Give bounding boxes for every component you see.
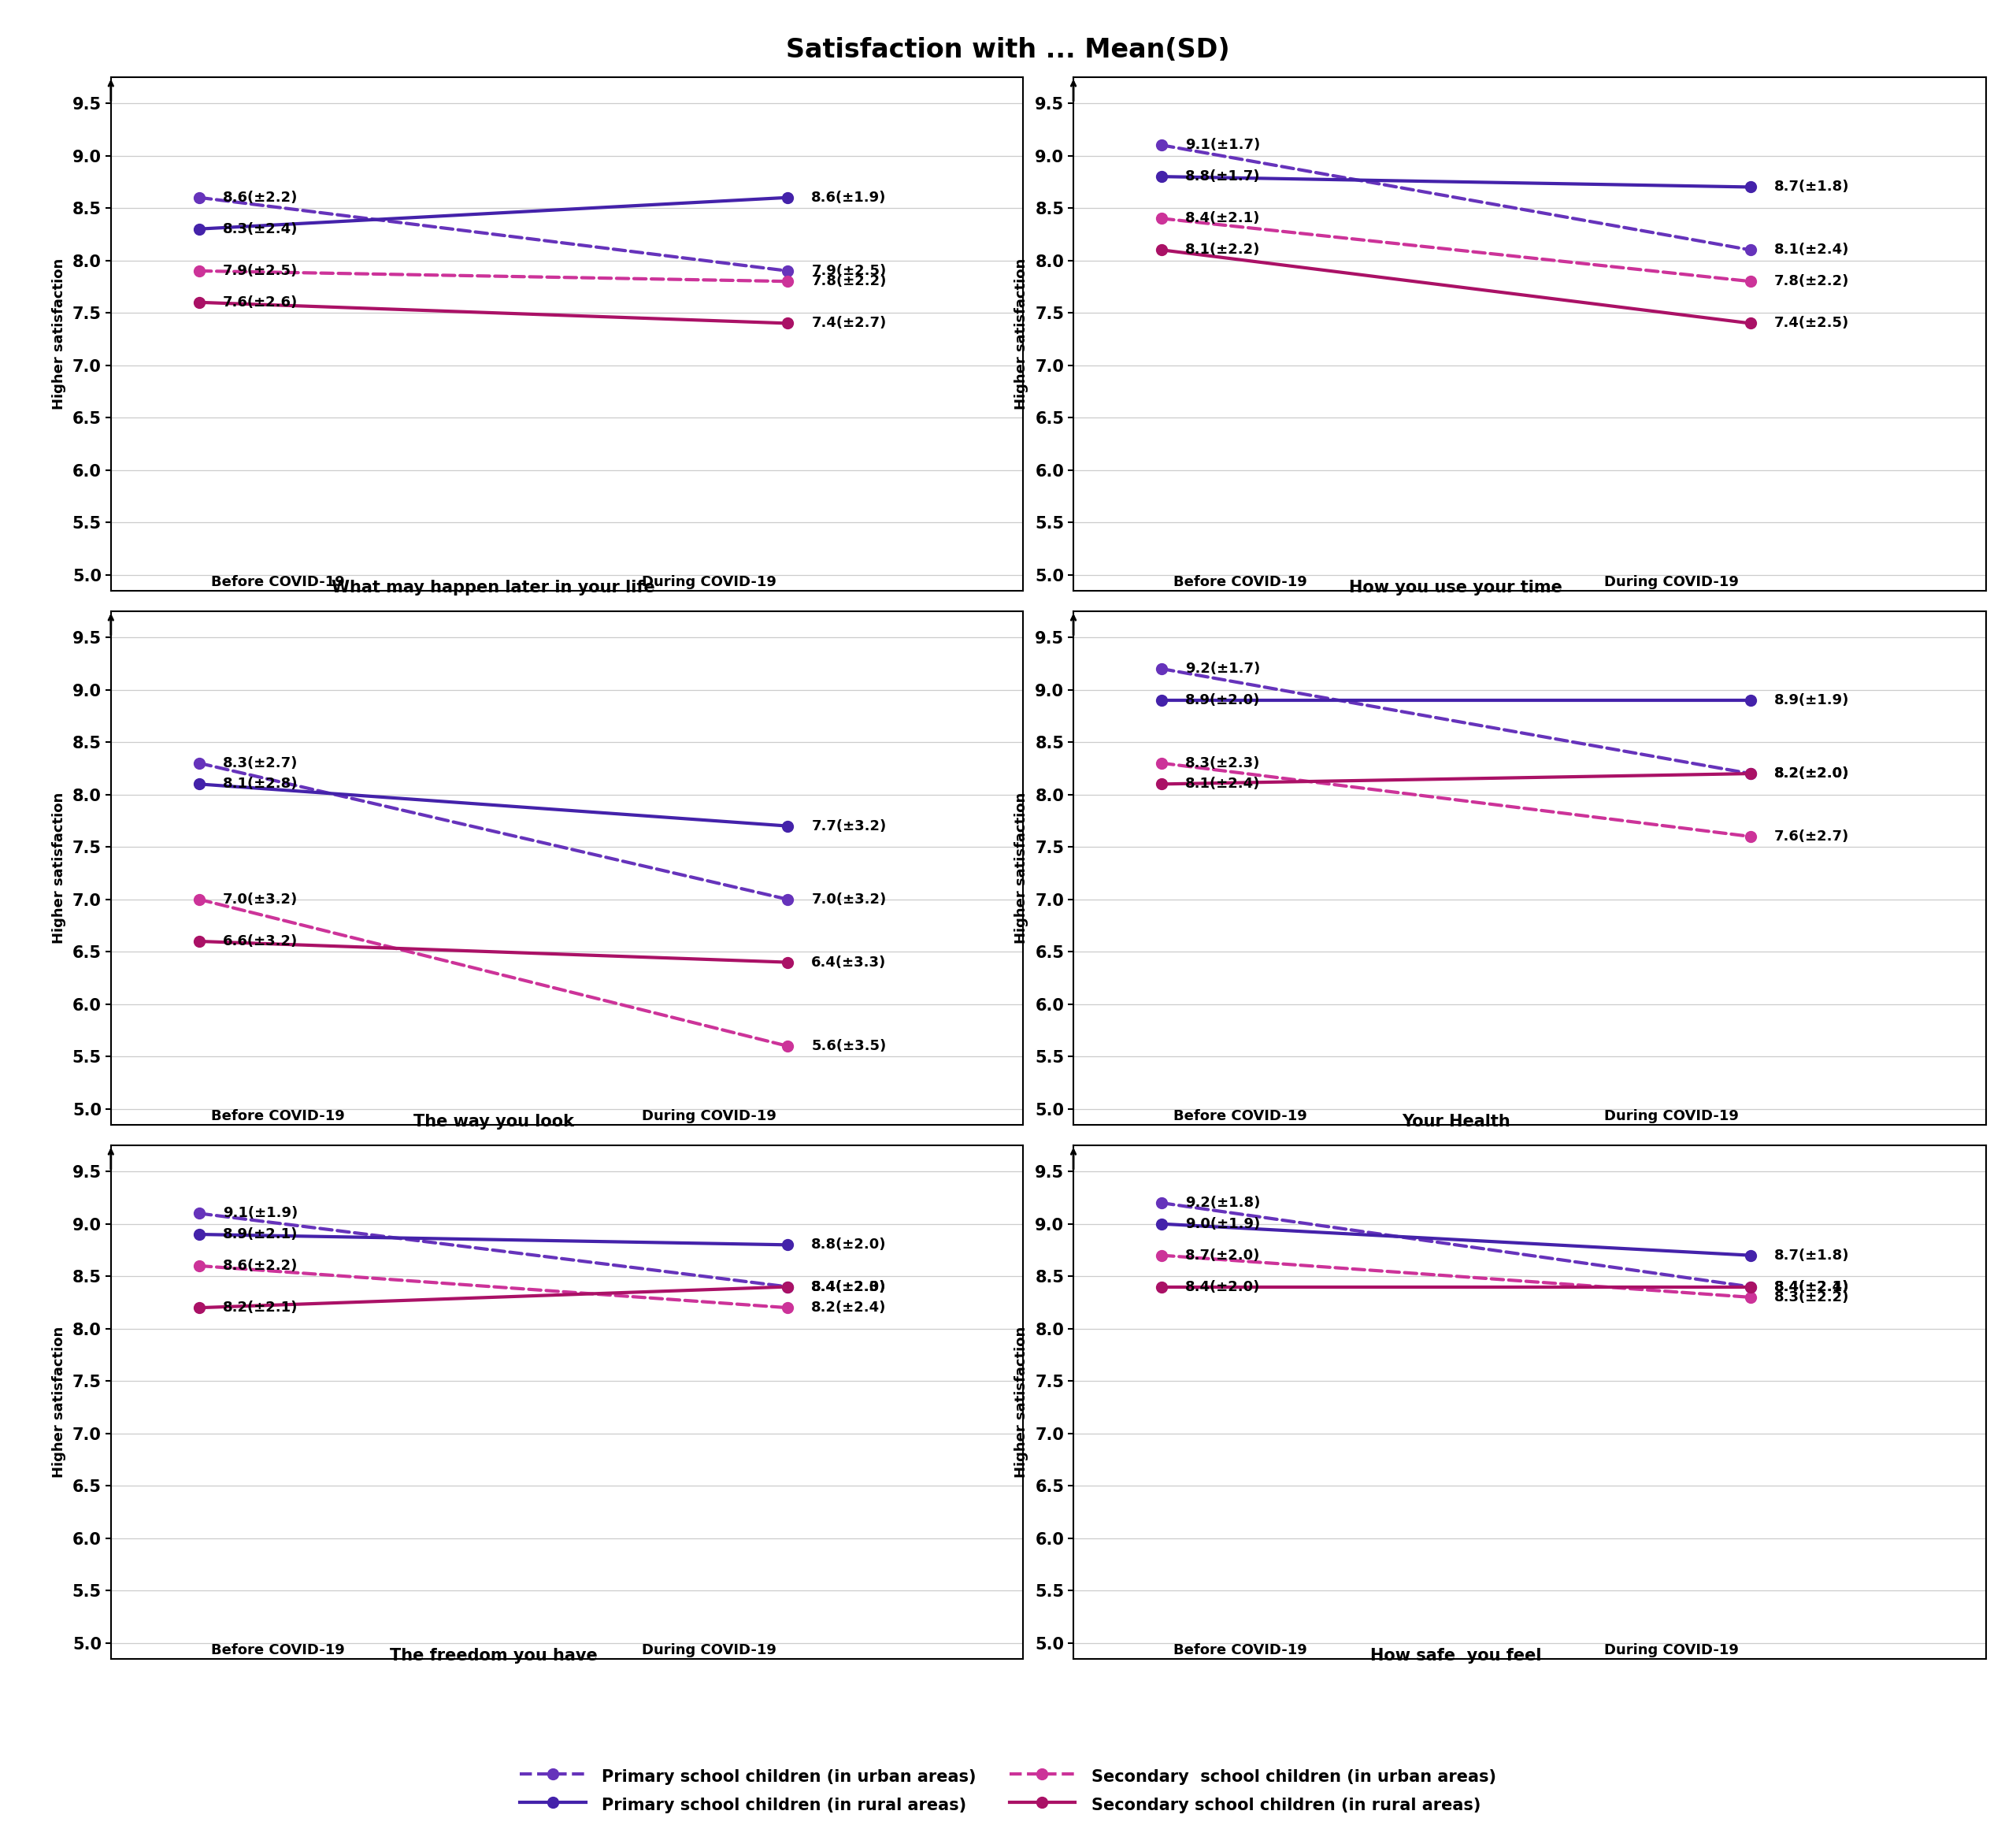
Text: During COVID-19: During COVID-19: [1605, 1644, 1738, 1657]
Text: 8.8(±2.0): 8.8(±2.0): [810, 1237, 887, 1252]
Text: 9.0(±1.9): 9.0(±1.9): [1185, 1217, 1260, 1232]
Y-axis label: Higher satisfaction: Higher satisfaction: [52, 1327, 67, 1477]
Text: 8.1(±2.4): 8.1(±2.4): [1185, 777, 1260, 792]
Text: 9.2(±1.7): 9.2(±1.7): [1185, 662, 1260, 676]
Text: 8.8(±1.7): 8.8(±1.7): [1185, 169, 1260, 183]
Text: 6.4(±3.3): 6.4(±3.3): [810, 955, 887, 970]
Text: The way you look: The way you look: [413, 1114, 575, 1129]
Text: During COVID-19: During COVID-19: [1605, 576, 1738, 588]
Text: 7.6(±2.7): 7.6(±2.7): [1774, 829, 1849, 843]
Y-axis label: Higher satisfaction: Higher satisfaction: [1014, 1327, 1028, 1477]
Text: How you use your time: How you use your time: [1349, 579, 1562, 596]
Text: 8.3(±2.7): 8.3(±2.7): [222, 755, 298, 770]
Text: 8.2(±2.0): 8.2(±2.0): [1774, 766, 1849, 781]
Text: The freedom you have: The freedom you have: [389, 1648, 597, 1664]
Text: During COVID-19: During COVID-19: [641, 576, 776, 588]
Text: During COVID-19: During COVID-19: [1605, 1109, 1738, 1124]
Text: 7.0(±3.2): 7.0(±3.2): [222, 893, 298, 907]
Text: 7.7(±3.2): 7.7(±3.2): [810, 819, 887, 832]
Text: 8.7(±2.0): 8.7(±2.0): [1185, 1248, 1260, 1263]
Text: 7.0(±3.2): 7.0(±3.2): [810, 893, 887, 907]
Text: 8.4(±2.0): 8.4(±2.0): [810, 1279, 887, 1294]
Text: 8.7(±1.8): 8.7(±1.8): [1774, 180, 1849, 194]
Text: 5.6(±3.5): 5.6(±3.5): [810, 1039, 887, 1054]
Text: During COVID-19: During COVID-19: [641, 1644, 776, 1657]
Text: 8.9(±2.1): 8.9(±2.1): [222, 1228, 298, 1241]
Text: How safe  you feel: How safe you feel: [1371, 1648, 1542, 1664]
Text: 8.1(±2.2): 8.1(±2.2): [1185, 242, 1260, 257]
Text: 8.3(±2.3): 8.3(±2.3): [1185, 755, 1260, 770]
Text: 8.7(±1.8): 8.7(±1.8): [1774, 1248, 1849, 1263]
Text: Satisfaction with ... Mean(SD): Satisfaction with ... Mean(SD): [786, 37, 1230, 62]
Text: 9.1(±1.7): 9.1(±1.7): [1185, 137, 1260, 152]
Text: 8.1(±2.8): 8.1(±2.8): [222, 777, 298, 792]
Text: Before COVID-19: Before COVID-19: [212, 1109, 345, 1124]
Text: 8.9(±2.0): 8.9(±2.0): [1185, 693, 1260, 708]
Y-axis label: Higher satisfaction: Higher satisfaction: [1014, 792, 1028, 944]
Text: 8.6(±2.2): 8.6(±2.2): [222, 1259, 298, 1272]
Y-axis label: Higher satisfaction: Higher satisfaction: [52, 792, 67, 944]
Text: 8.3(±2.2): 8.3(±2.2): [1774, 1290, 1849, 1305]
Text: 8.2(±2.4): 8.2(±2.4): [810, 1301, 887, 1314]
Text: 7.8(±2.2): 7.8(±2.2): [810, 275, 887, 288]
Y-axis label: Higher satisfaction: Higher satisfaction: [52, 258, 67, 409]
Text: 8.4(±2.1): 8.4(±2.1): [1185, 211, 1260, 225]
Text: 7.4(±2.5): 7.4(±2.5): [1774, 317, 1849, 330]
Y-axis label: Higher satisfaction: Higher satisfaction: [1014, 258, 1028, 409]
Text: 8.4(±2.1): 8.4(±2.1): [1774, 1279, 1849, 1294]
Text: 7.4(±2.7): 7.4(±2.7): [810, 317, 887, 330]
Text: Before COVID-19: Before COVID-19: [1173, 1109, 1306, 1124]
Text: During COVID-19: During COVID-19: [641, 1109, 776, 1124]
Text: 8.4(±2.3): 8.4(±2.3): [810, 1279, 887, 1294]
Text: Before COVID-19: Before COVID-19: [212, 1644, 345, 1657]
Text: 8.6(±2.2): 8.6(±2.2): [222, 191, 298, 205]
Text: 8.6(±1.9): 8.6(±1.9): [810, 191, 887, 205]
Text: 6.6(±3.2): 6.6(±3.2): [222, 935, 298, 948]
Text: Before COVID-19: Before COVID-19: [1173, 576, 1306, 588]
Legend: Primary school children (in urban areas), Primary school children (in rural area: Primary school children (in urban areas)…: [514, 1760, 1502, 1822]
Text: Your Health: Your Health: [1401, 1114, 1510, 1129]
Text: 8.1(±2.4): 8.1(±2.4): [1774, 242, 1849, 257]
Text: What may happen later in your life: What may happen later in your life: [333, 579, 655, 596]
Text: 9.2(±1.8): 9.2(±1.8): [1185, 1195, 1260, 1210]
Text: 8.4(±2.4): 8.4(±2.4): [1774, 1279, 1849, 1294]
Text: 8.2(±2.1): 8.2(±2.1): [222, 1301, 298, 1314]
Text: 9.1(±1.9): 9.1(±1.9): [222, 1206, 298, 1221]
Text: 8.9(±1.9): 8.9(±1.9): [1774, 693, 1849, 708]
Text: 7.8(±2.2): 7.8(±2.2): [1774, 275, 1849, 288]
Text: Before COVID-19: Before COVID-19: [1173, 1644, 1306, 1657]
Text: Before COVID-19: Before COVID-19: [212, 576, 345, 588]
Text: 8.3(±2.4): 8.3(±2.4): [222, 222, 298, 236]
Text: 8.4(±2.0): 8.4(±2.0): [1185, 1279, 1260, 1294]
Text: 7.9(±2.5): 7.9(±2.5): [810, 264, 887, 279]
Text: 8.2(±2.0): 8.2(±2.0): [1774, 766, 1849, 781]
Text: 7.9(±2.5): 7.9(±2.5): [222, 264, 298, 279]
Text: 7.6(±2.6): 7.6(±2.6): [222, 295, 298, 310]
